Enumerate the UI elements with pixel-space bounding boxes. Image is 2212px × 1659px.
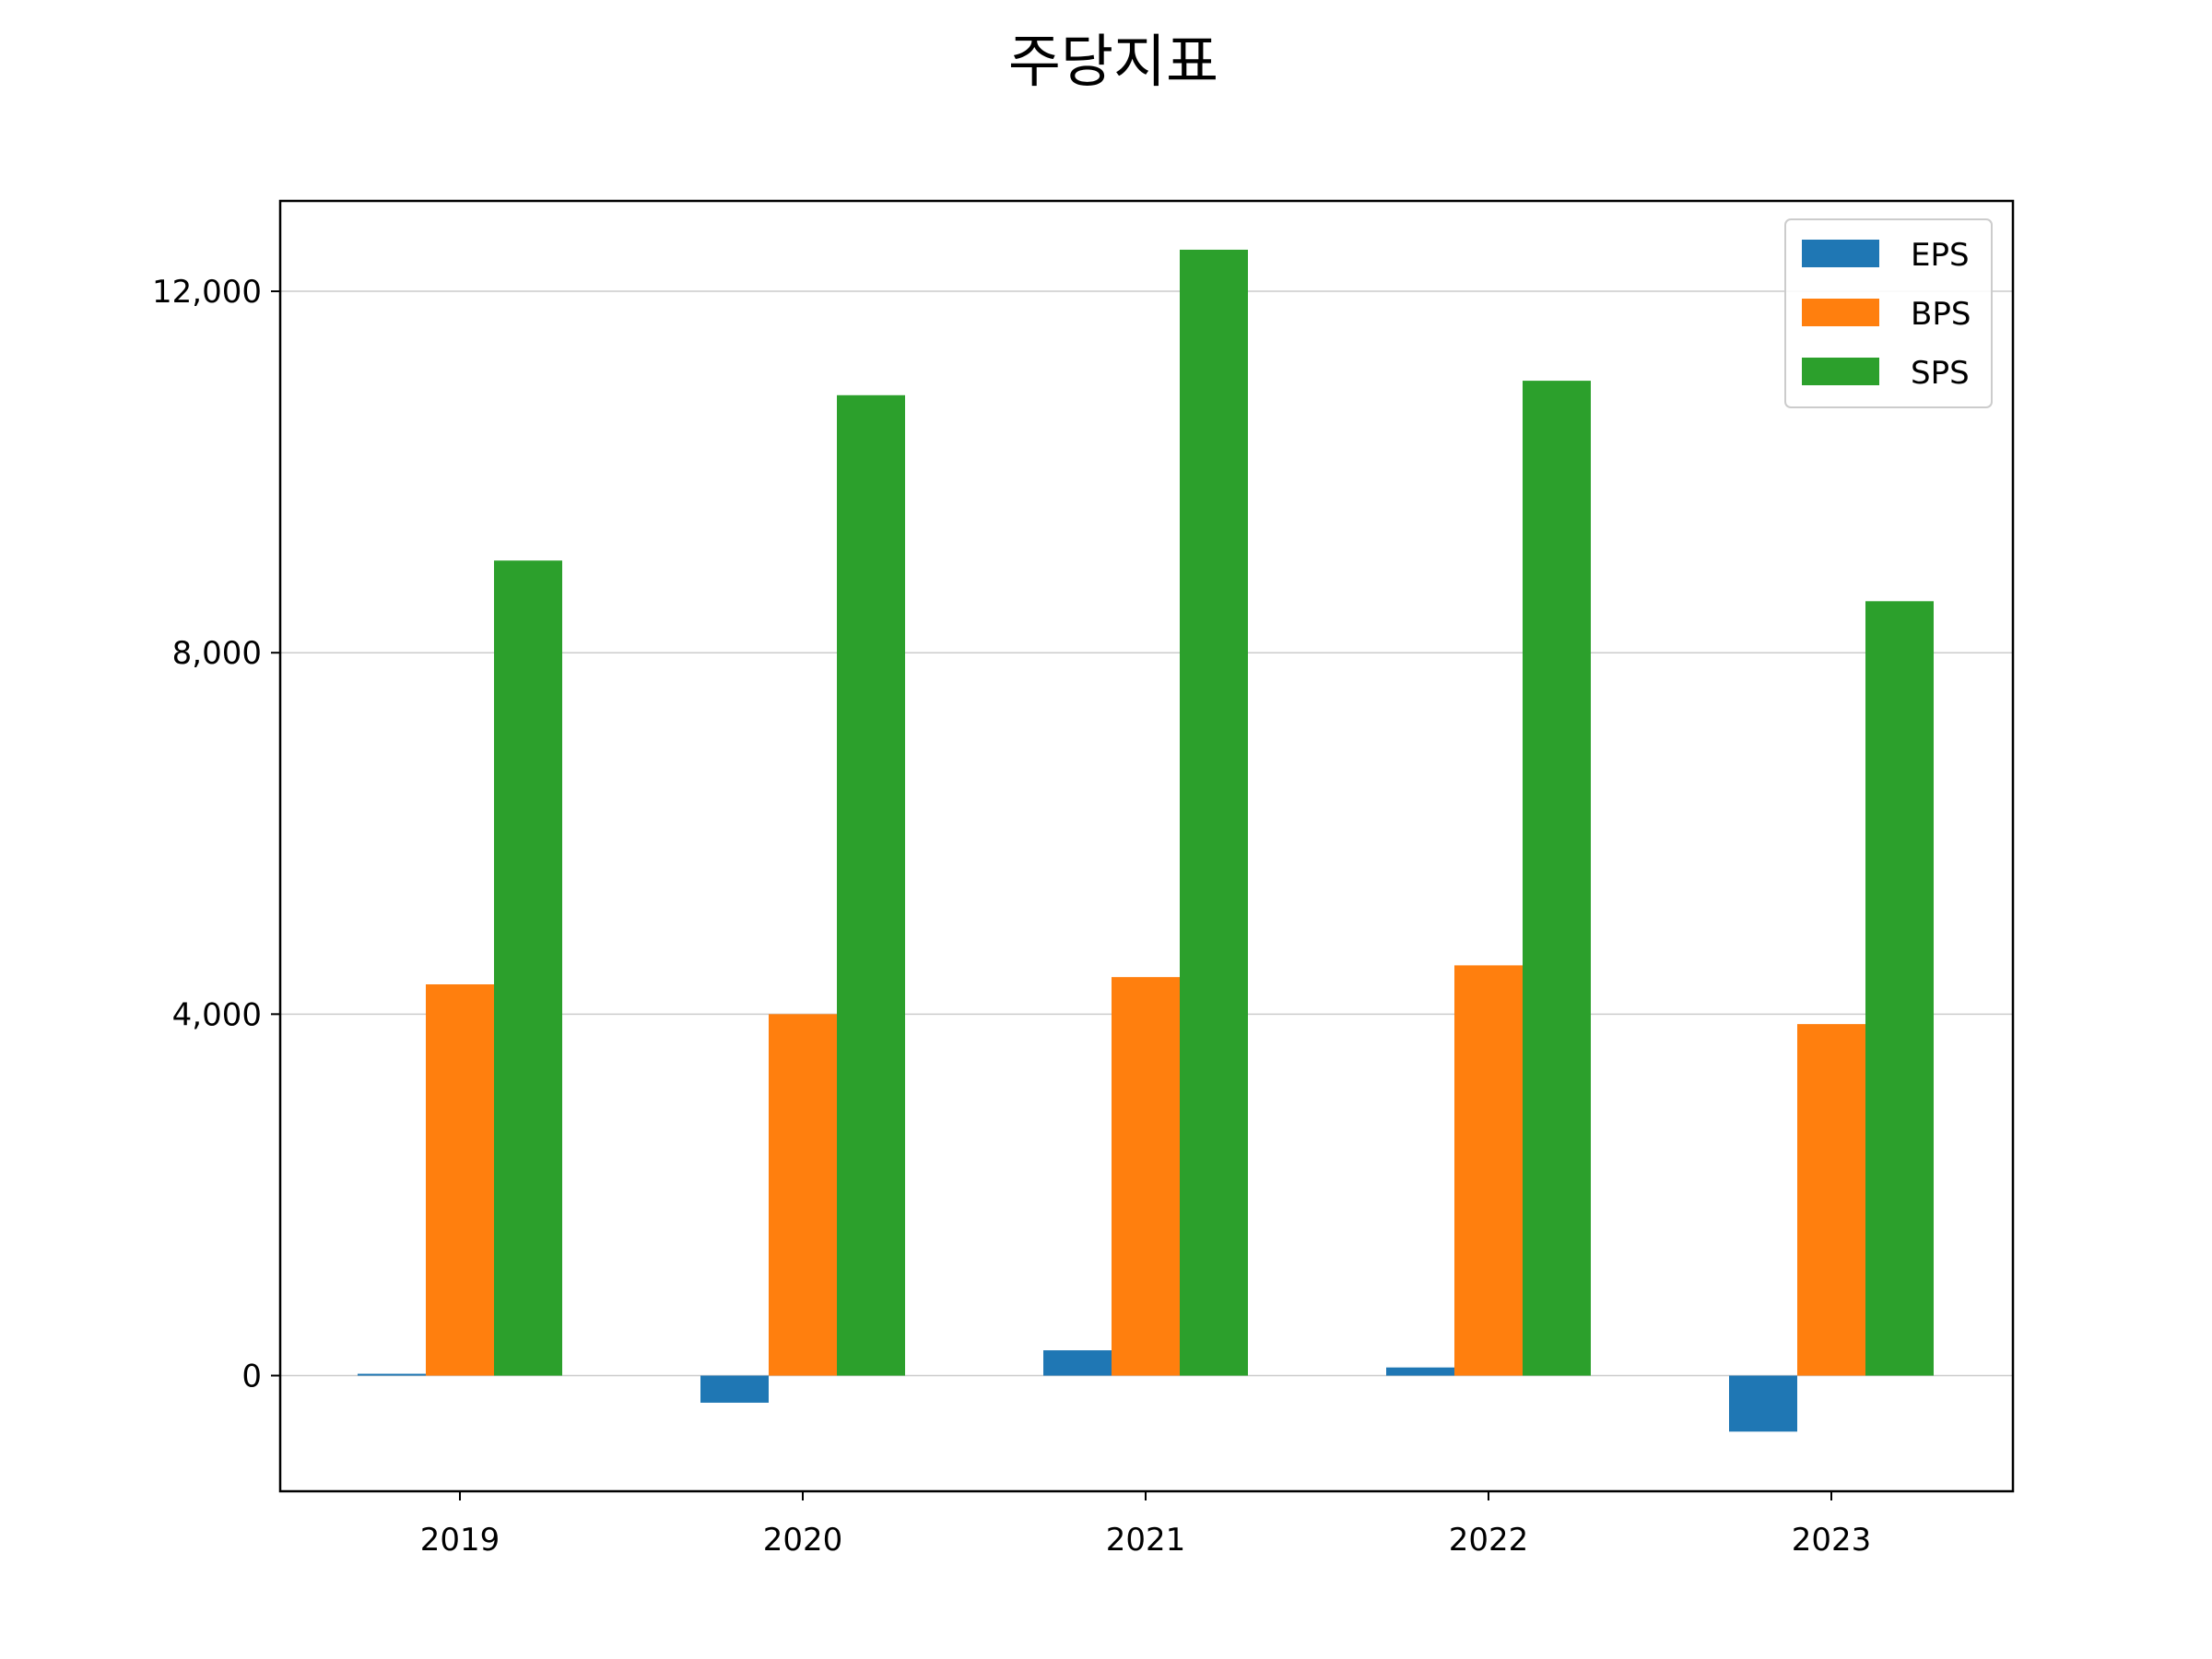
bar-bps-2019	[426, 984, 494, 1376]
y-tick-label: 12,000	[152, 274, 262, 311]
bar-sps-2023	[1865, 601, 1934, 1376]
chart-title: 주당지표	[1008, 28, 1218, 95]
x-axis: 2019 2020 2021 2022 2023	[420, 1491, 1872, 1559]
bar-eps-2019	[358, 1373, 426, 1376]
legend-swatch-eps	[1802, 240, 1879, 267]
y-axis: 0 4,000 8,000 12,000	[152, 274, 280, 1395]
bar-eps-2022	[1386, 1367, 1454, 1376]
bar-bps-2021	[1112, 977, 1180, 1376]
x-tick-label: 2021	[1106, 1522, 1186, 1559]
legend-swatch-sps	[1802, 358, 1879, 385]
bar-eps-2020	[700, 1375, 769, 1403]
x-tick-label: 2020	[763, 1522, 843, 1559]
bar-sps-2019	[494, 560, 562, 1376]
y-tick-label: 8,000	[172, 635, 262, 672]
x-tick-label: 2022	[1449, 1522, 1529, 1559]
legend-label-sps: SPS	[1911, 355, 1970, 392]
bar-sps-2021	[1180, 249, 1248, 1376]
legend-label-bps: BPS	[1911, 296, 1971, 333]
x-tick-label: 2019	[420, 1522, 500, 1559]
x-tick-label: 2023	[1792, 1522, 1872, 1559]
bar-sps-2022	[1523, 381, 1591, 1376]
bar-eps-2023	[1729, 1375, 1797, 1432]
bar-sps-2020	[837, 394, 905, 1376]
bar-bps-2023	[1797, 1024, 1865, 1376]
legend-swatch-bps	[1802, 299, 1879, 326]
legend-label-eps: EPS	[1911, 237, 1970, 274]
y-tick-label: 4,000	[172, 996, 262, 1033]
legend: EPS BPS SPS	[1784, 218, 1993, 408]
bar-eps-2021	[1043, 1350, 1112, 1376]
y-tick-label: 0	[241, 1359, 262, 1395]
bars	[358, 249, 1934, 1432]
bar-bps-2022	[1454, 965, 1523, 1376]
bar-bps-2020	[769, 1014, 837, 1376]
